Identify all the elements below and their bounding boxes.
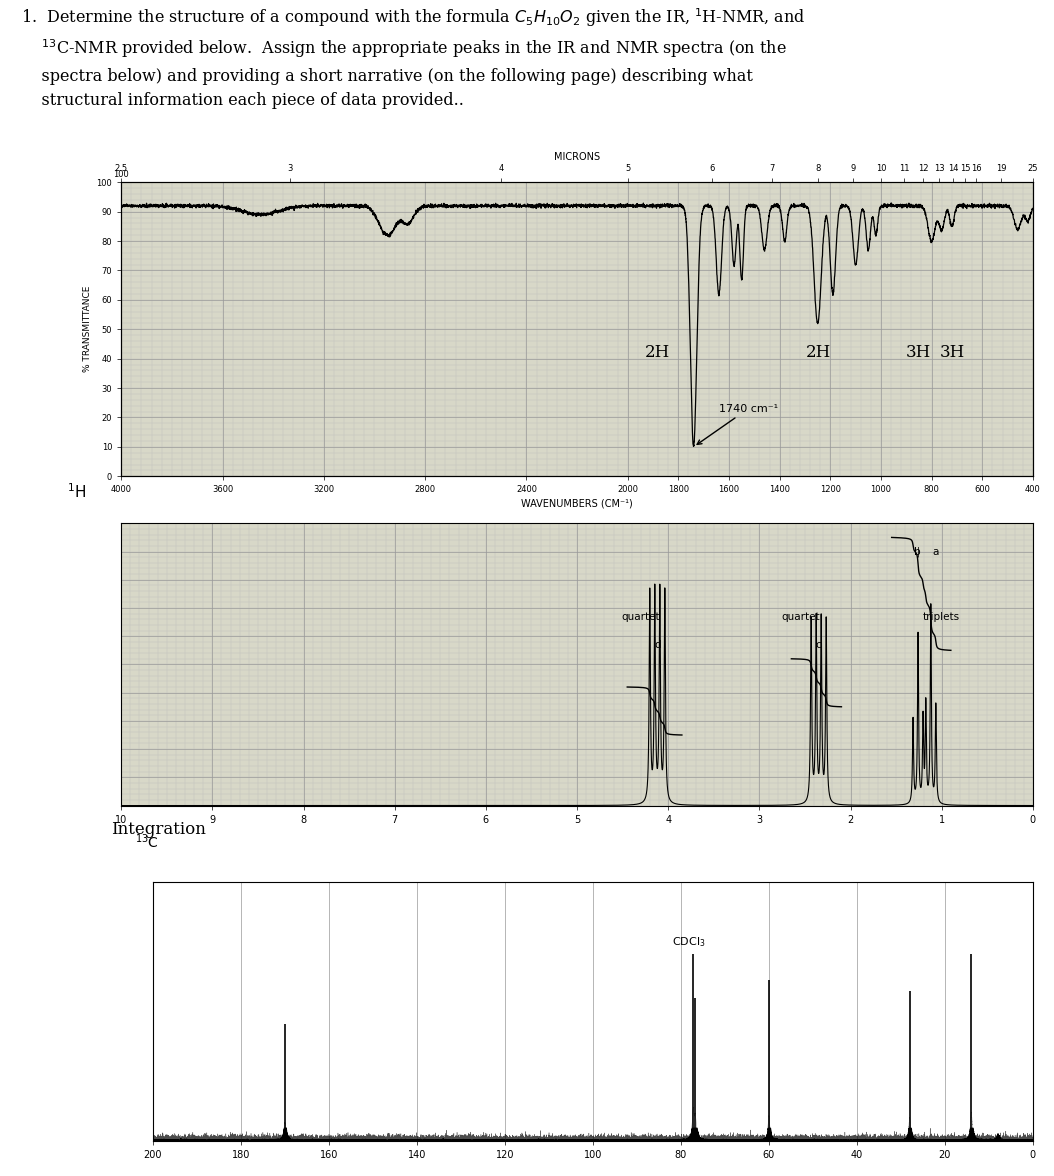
Text: CDCl$_3$: CDCl$_3$ (672, 935, 705, 949)
Text: 1.  Determine the structure of a compound with the formula $C_5H_{10}O_2$ given : 1. Determine the structure of a compound… (21, 6, 805, 108)
Text: $^{13}$C: $^{13}$C (135, 833, 159, 851)
Text: 2H: 2H (806, 345, 832, 361)
Text: b: b (914, 547, 921, 557)
Text: 2H: 2H (645, 345, 670, 361)
Text: Integration: Integration (111, 821, 206, 837)
Text: 1740 cm⁻¹: 1740 cm⁻¹ (697, 403, 778, 445)
Text: quartet: quartet (622, 612, 660, 622)
Y-axis label: % TRANSMITTANCE: % TRANSMITTANCE (83, 286, 93, 373)
Text: 3H: 3H (939, 345, 964, 361)
Text: 3H: 3H (905, 345, 931, 361)
Text: triplets: triplets (923, 612, 960, 622)
Text: |: | (916, 547, 920, 557)
X-axis label: MICRONS: MICRONS (554, 152, 600, 162)
Text: quartet: quartet (781, 612, 820, 622)
Text: a: a (933, 547, 939, 557)
Text: $^1$H: $^1$H (66, 482, 85, 501)
Text: c: c (816, 640, 821, 650)
X-axis label: WAVENUMBERS (CM⁻¹): WAVENUMBERS (CM⁻¹) (521, 499, 633, 508)
Text: 100: 100 (114, 171, 129, 180)
Text: d: d (653, 640, 661, 650)
